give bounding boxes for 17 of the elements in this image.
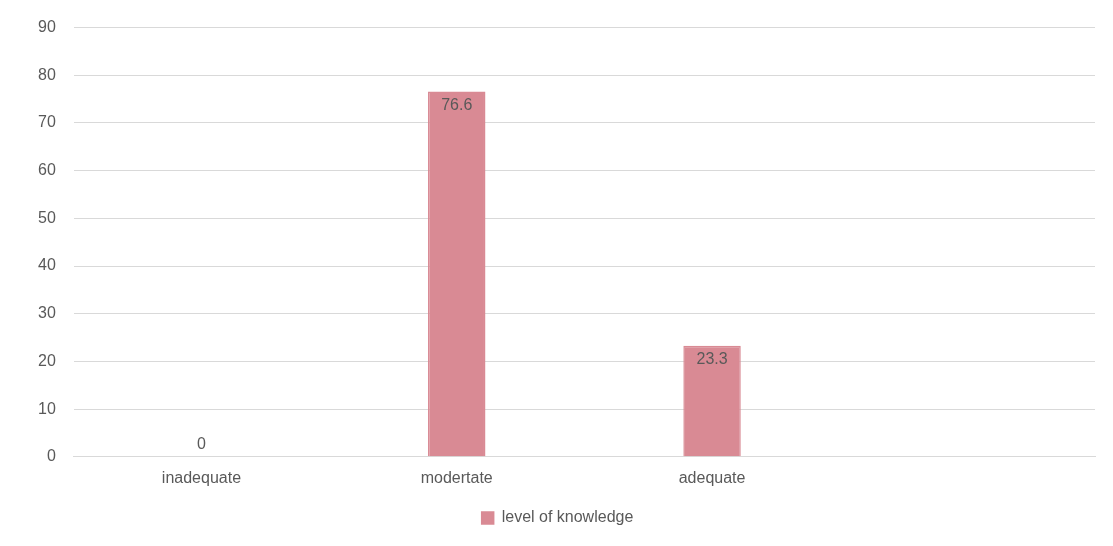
y-tick-label: 20: [38, 351, 56, 369]
y-tick-label: 30: [38, 304, 56, 322]
y-tick-label: 90: [38, 18, 56, 36]
x-tick-label: modertate: [420, 468, 493, 486]
data-label: 23.3: [696, 350, 728, 368]
y-tick-label: 40: [38, 256, 56, 274]
y-tick-label: 80: [38, 65, 56, 83]
data-label: 0: [196, 435, 206, 453]
x-tick-label: adequate: [678, 468, 746, 486]
y-tick-label: 50: [38, 208, 56, 226]
data-label: 76.6: [441, 95, 473, 113]
y-tick-label: 70: [38, 113, 56, 131]
y-tick-label: 10: [38, 399, 56, 417]
y-tick-label: 60: [38, 161, 56, 179]
x-tick-label: inadequate: [161, 468, 242, 486]
legend-label: level of knowledge: [501, 508, 634, 526]
y-tick-label: 0: [46, 447, 56, 465]
